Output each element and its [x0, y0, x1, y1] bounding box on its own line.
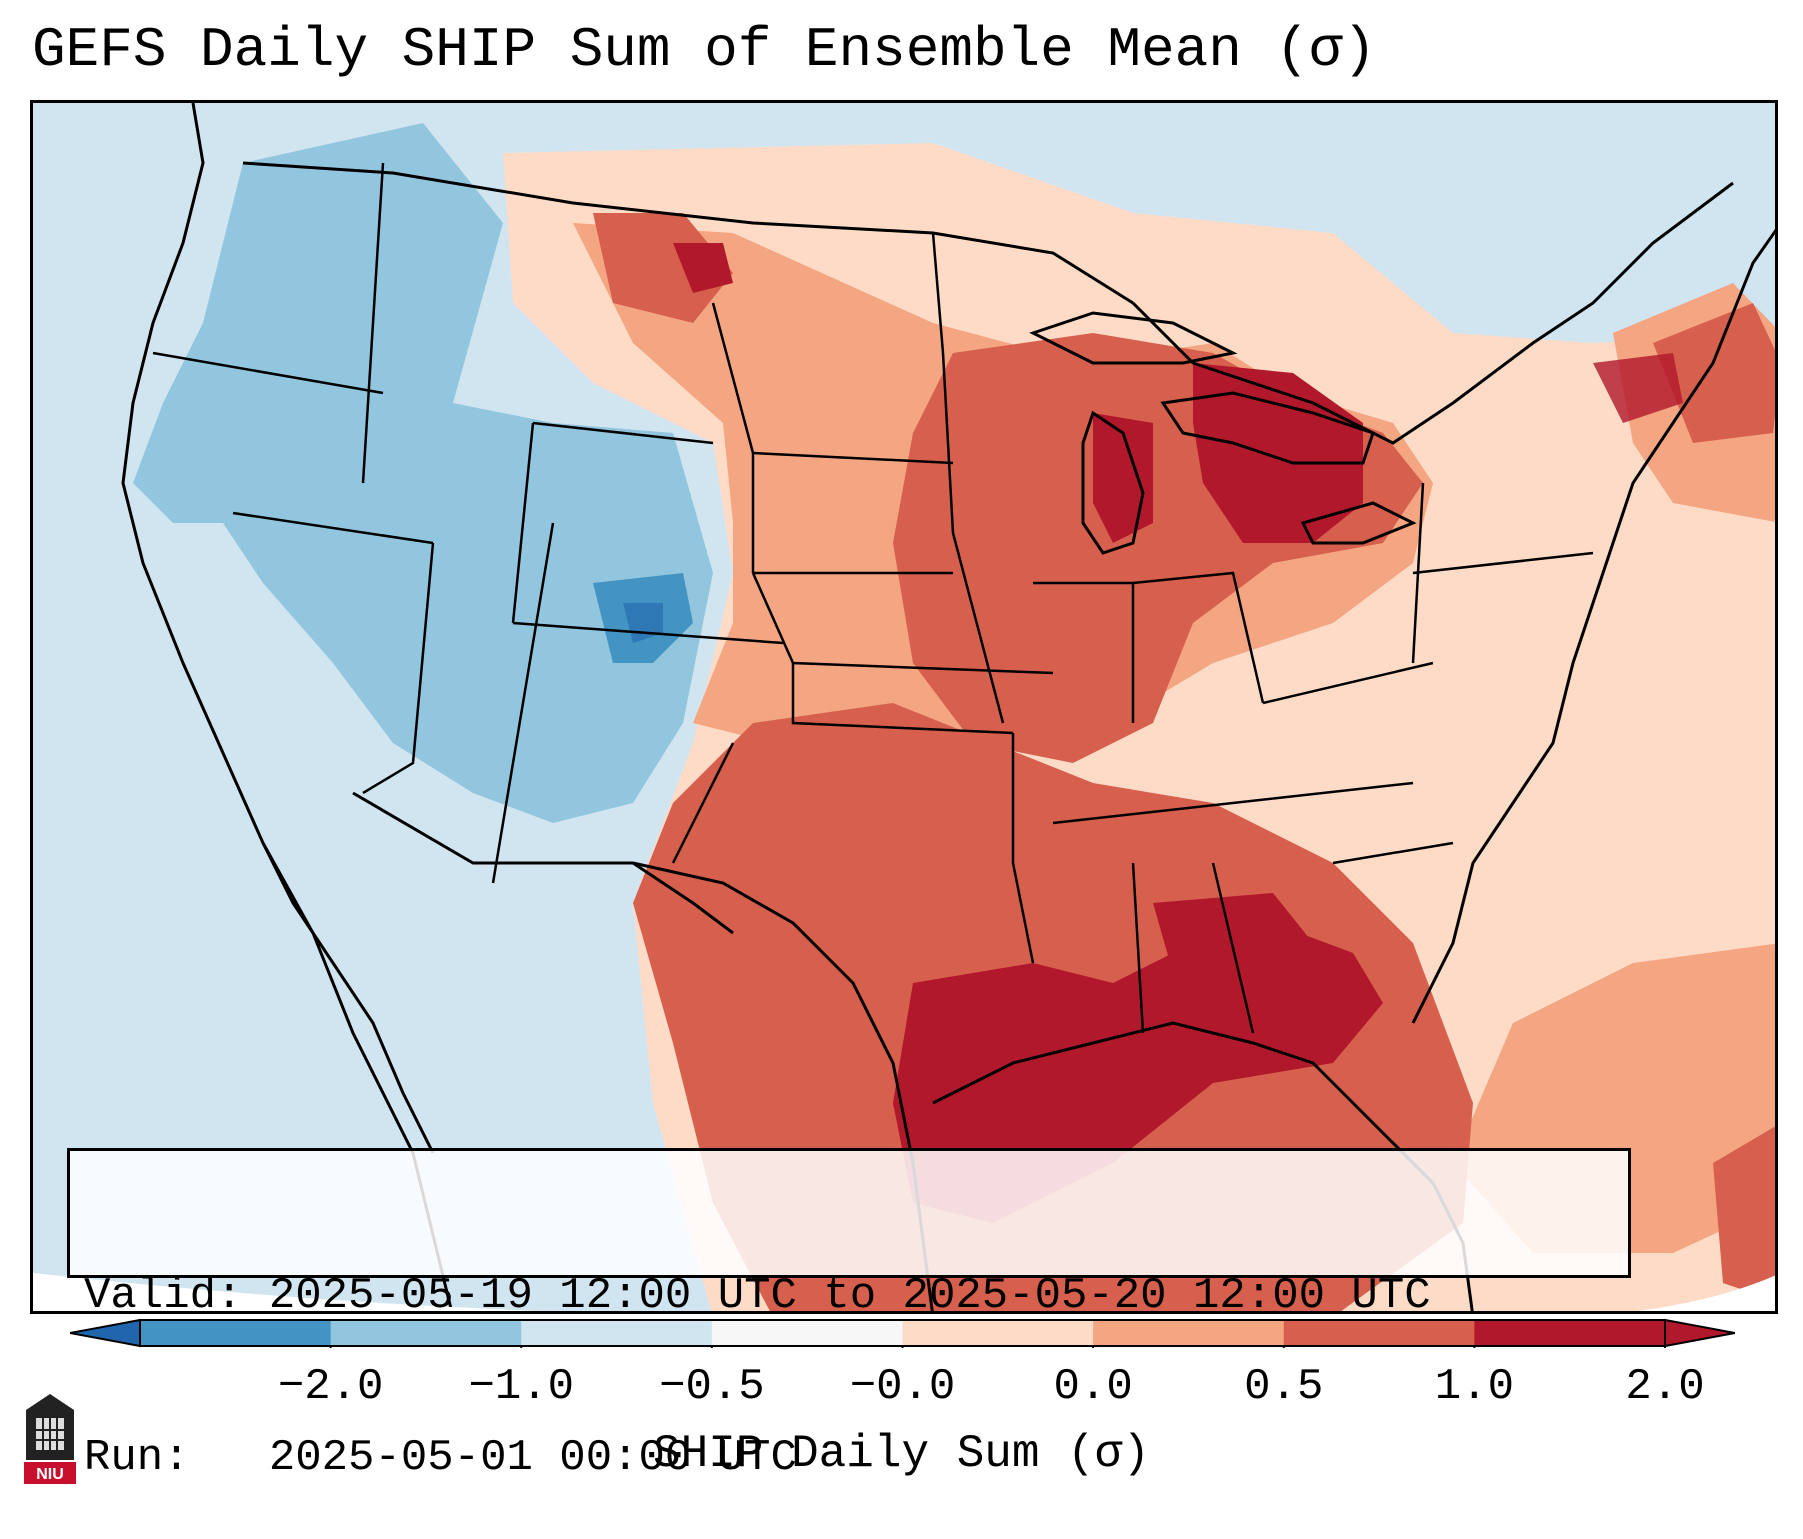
colorbar-segment [330, 1320, 522, 1346]
lake-erie [1300, 501, 1417, 545]
colorbar-tick-label: 0.0 [1053, 1362, 1133, 1412]
mexico-border-east [632, 861, 734, 935]
run-row: Run: 2025-05-01 00:00 UTC [84, 1431, 1614, 1485]
colorbar-tick-label: −0.5 [659, 1362, 765, 1412]
baja-peninsula [261, 842, 435, 1154]
anomaly-map [33, 103, 1775, 1311]
niu-logo: NIU [24, 1394, 76, 1484]
valid-run-info-box: Valid: 2025-05-19 12:00 UTC to 2025-05-2… [67, 1148, 1631, 1483]
colorbar-segment [140, 1320, 332, 1346]
colorbar-tick-label: 0.5 [1244, 1362, 1324, 1412]
map-title: GEFS Daily SHIP Sum of Ensemble Mean (σ) [32, 18, 1377, 82]
colorbar-tick-label: 2.0 [1625, 1362, 1705, 1412]
logo-text: NIU [36, 1466, 64, 1483]
colorbar-tick-label: −0.0 [849, 1362, 956, 1412]
colorbar-segment [902, 1320, 1094, 1346]
state-borders [152, 162, 1594, 1034]
mexico-border-west [352, 791, 633, 865]
canada-border-east [1131, 181, 1734, 445]
pacific-coastline [121, 103, 454, 1311]
colorbar-segment [1283, 1320, 1475, 1346]
lake-superior [1029, 311, 1238, 365]
colorbar-low-extension [69, 1318, 141, 1348]
canada-border-west [242, 161, 1134, 305]
colorbar-segment [711, 1320, 903, 1346]
projection-edge [33, 1273, 538, 1311]
valid-row: Valid: 2025-05-19 12:00 UTC to 2025-05-2… [84, 1269, 1614, 1323]
colorbar-svg [69, 1318, 1736, 1356]
map-panel [30, 100, 1778, 1314]
run-label: Run: [84, 1433, 190, 1483]
lake-michigan [1081, 410, 1145, 555]
colorbar-tick-label: −2.0 [277, 1362, 384, 1412]
colorbar-label: SHIP Daily Sum (σ) [653, 1428, 1150, 1480]
valid-label: Valid: [84, 1271, 243, 1321]
projection-edge-right [1636, 1275, 1775, 1311]
colorbar-tick-label: 1.0 [1434, 1362, 1514, 1412]
colorbar-segment [1093, 1320, 1285, 1346]
lake-huron [1160, 391, 1375, 465]
atlantic-coastline [1411, 228, 1775, 1024]
valid-value: 2025-05-19 12:00 UTC to 2025-05-20 12:00… [268, 1271, 1431, 1321]
colorbar-high-extension [1664, 1318, 1736, 1348]
run-value: 2025-05-01 00:00 UTC [268, 1433, 797, 1483]
colorbar-segment [521, 1320, 713, 1346]
colorbar-segment [1474, 1320, 1666, 1346]
colorbar [69, 1318, 1736, 1356]
colorbar-tick-label: −1.0 [468, 1362, 575, 1412]
